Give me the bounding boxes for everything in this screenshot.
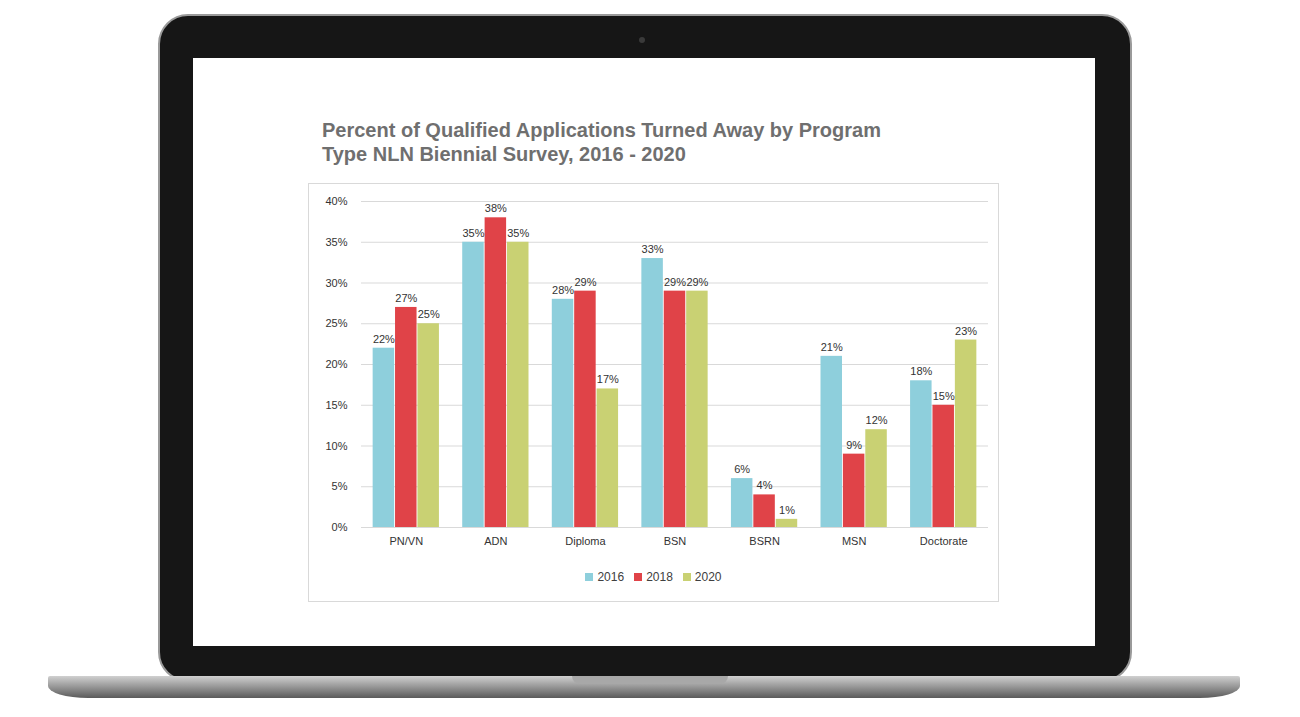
svg-text:30%: 30%: [325, 277, 347, 289]
svg-text:10%: 10%: [325, 440, 347, 452]
svg-text:35%: 35%: [325, 236, 347, 248]
svg-text:BSN: BSN: [664, 535, 687, 547]
svg-text:Doctorate: Doctorate: [920, 535, 968, 547]
svg-text:18%: 18%: [910, 365, 932, 377]
svg-text:ADN: ADN: [484, 535, 507, 547]
svg-text:29%: 29%: [574, 276, 596, 288]
svg-text:1%: 1%: [779, 504, 795, 516]
html-text:Percent of Qualified Applicati: Percent of Qualified Applications Turned…: [322, 119, 881, 165]
svg-text:20%: 20%: [325, 358, 347, 370]
svg-text:22%: 22%: [373, 333, 395, 345]
svg-text:27%: 27%: [395, 292, 417, 304]
svg-text:0%: 0%: [332, 521, 348, 533]
svg-text:25%: 25%: [325, 317, 347, 329]
svg-text:35%: 35%: [462, 227, 484, 239]
svg-text:MSN: MSN: [842, 535, 867, 547]
html-text:2018: 2018: [646, 570, 673, 584]
svg-text:33%: 33%: [642, 243, 664, 255]
svg-text:17%: 17%: [597, 373, 619, 385]
svg-text:23%: 23%: [955, 325, 977, 337]
svg-text:5%: 5%: [332, 480, 348, 492]
svg-text:15%: 15%: [325, 399, 347, 411]
svg-text:38%: 38%: [485, 202, 507, 214]
svg-text:35%: 35%: [507, 227, 529, 239]
svg-text:29%: 29%: [664, 276, 686, 288]
html-text:2016: 2016: [597, 570, 625, 584]
svg-text:15%: 15%: [933, 390, 955, 402]
svg-text:4%: 4%: [757, 479, 773, 491]
svg-text:PN/VN: PN/VN: [389, 535, 423, 547]
svg-text:29%: 29%: [686, 276, 708, 288]
svg-text:BSRN: BSRN: [749, 535, 780, 547]
html-text:2020: 2020: [694, 570, 722, 584]
svg-text:21%: 21%: [821, 341, 843, 353]
svg-text:Diploma: Diploma: [565, 535, 606, 547]
svg-text:40%: 40%: [325, 195, 347, 207]
svg-text:9%: 9%: [846, 439, 862, 451]
svg-text:25%: 25%: [418, 308, 440, 320]
svg-text:12%: 12%: [866, 414, 888, 426]
svg-text:6%: 6%: [734, 463, 750, 475]
svg-text:28%: 28%: [552, 284, 574, 296]
